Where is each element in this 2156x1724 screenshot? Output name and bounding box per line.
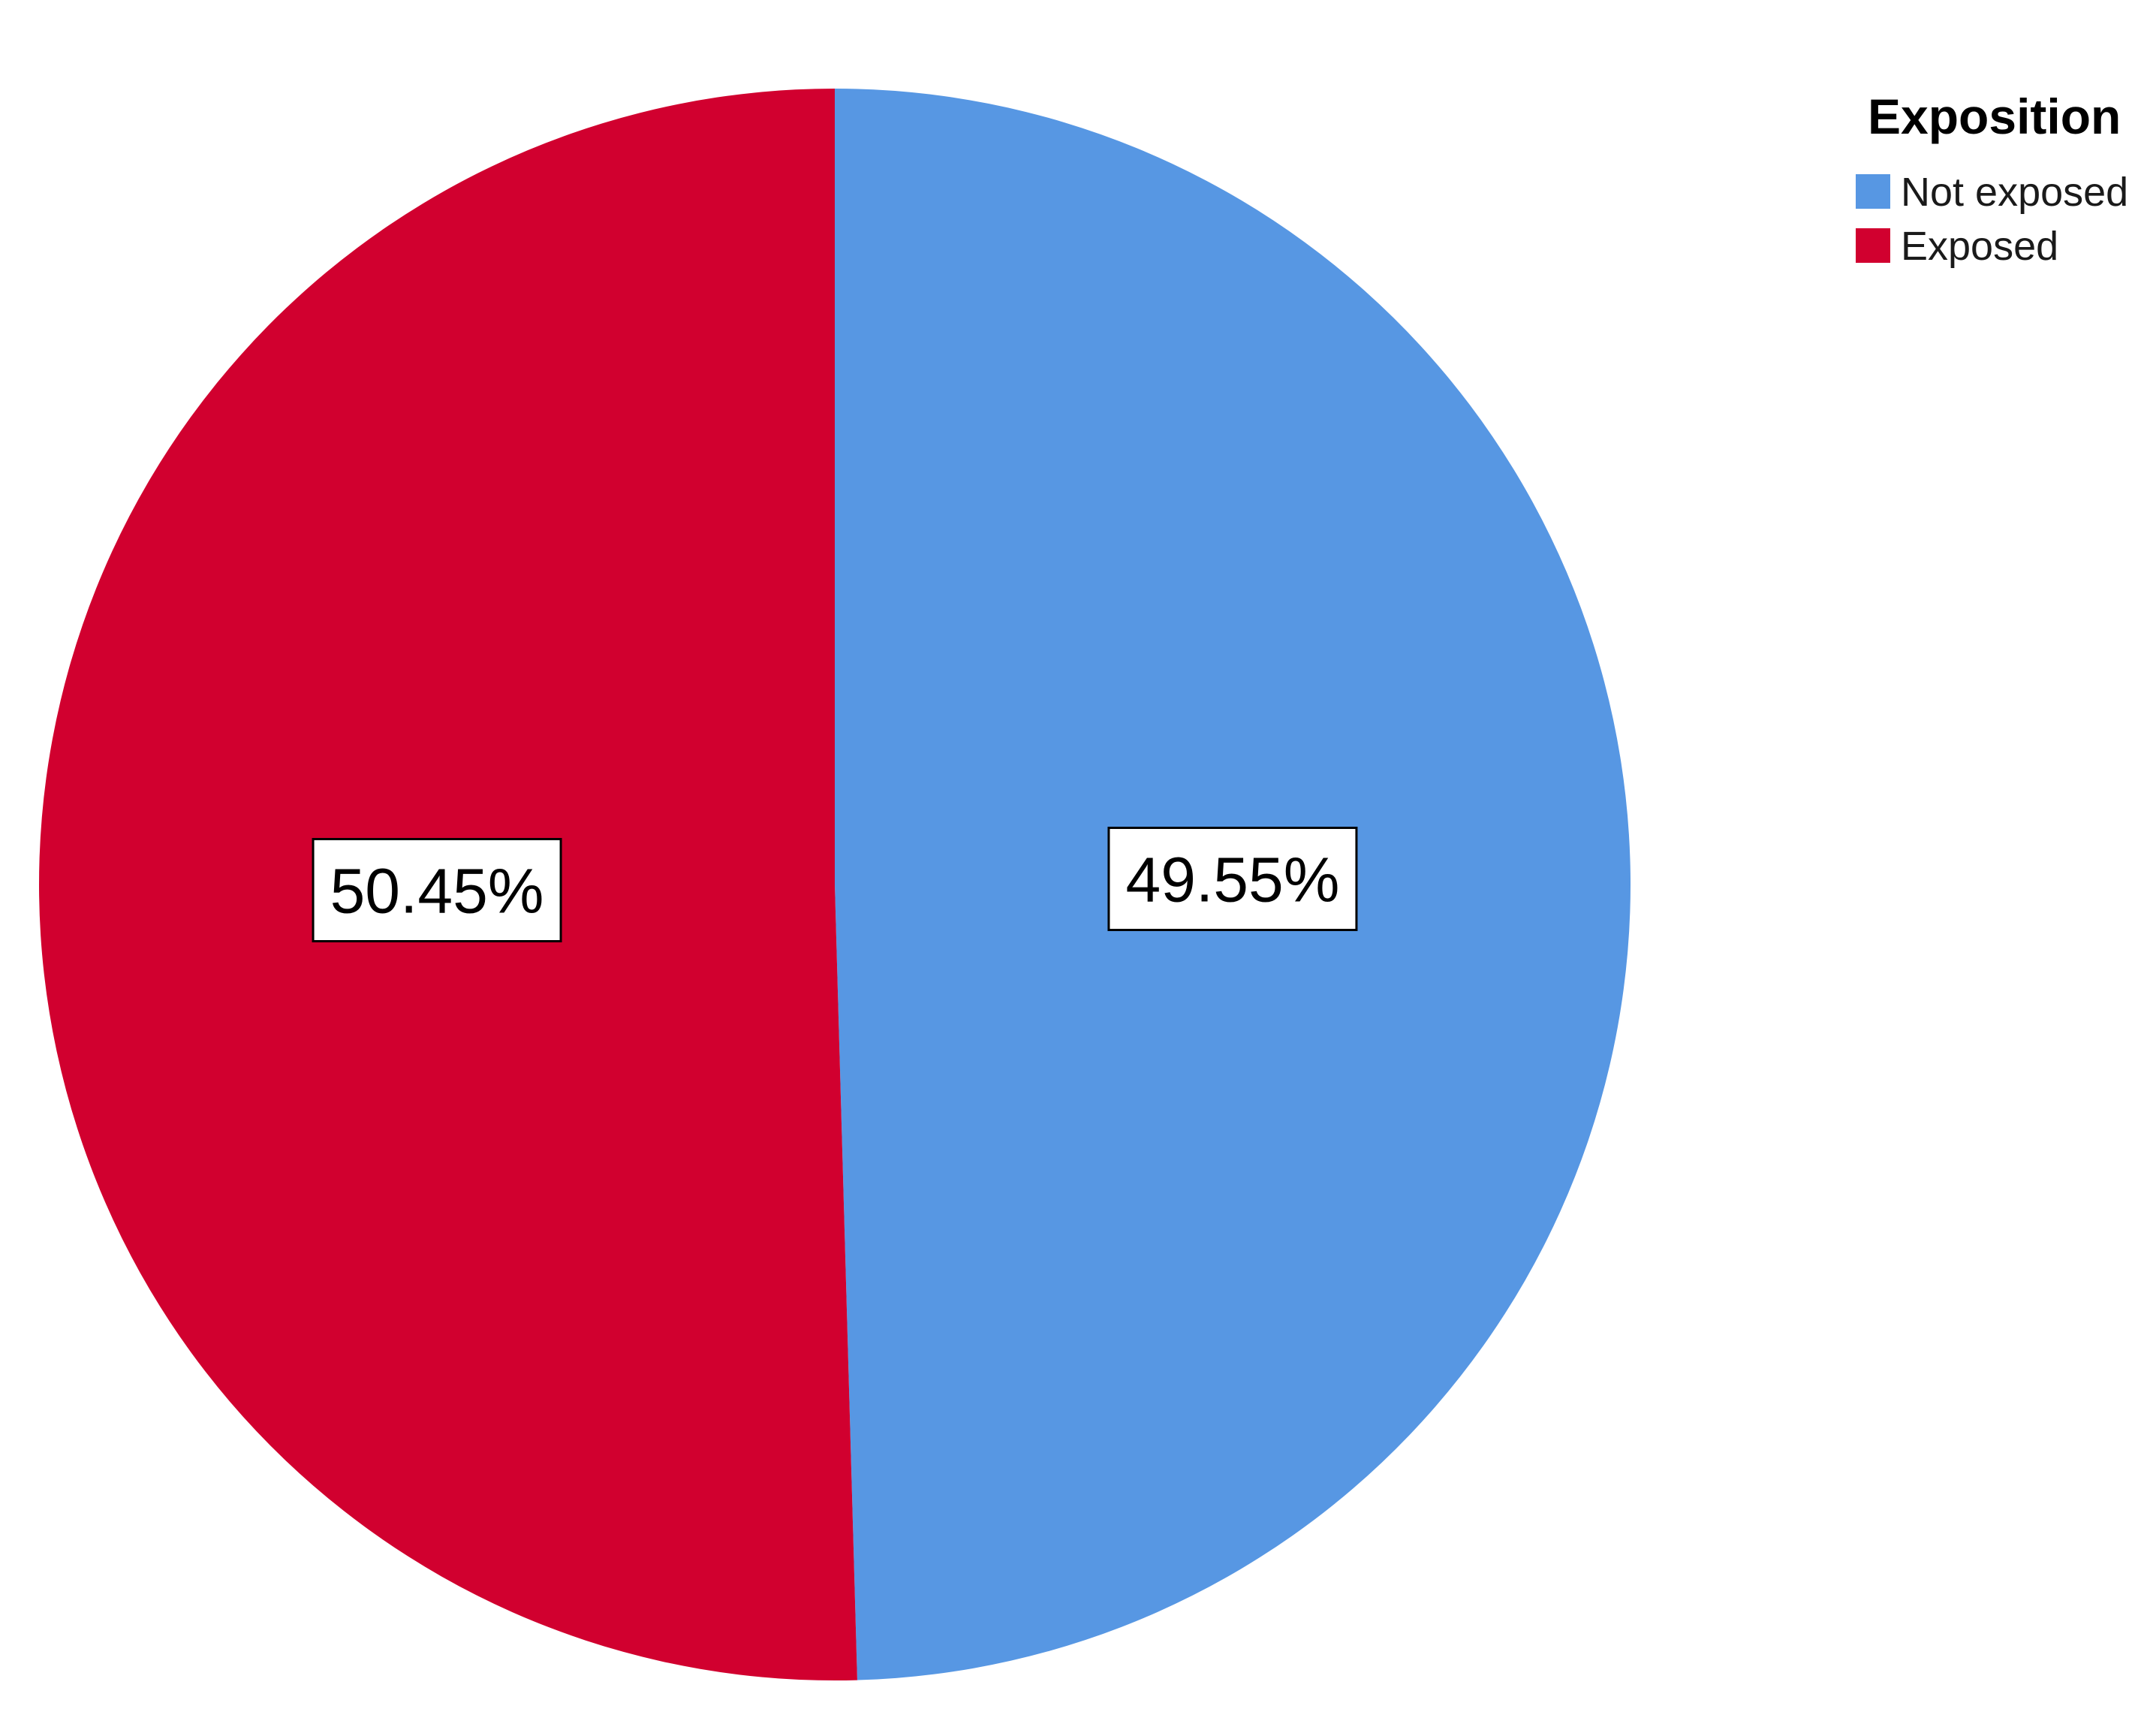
legend-item-exposed: Exposed <box>1856 224 2058 269</box>
data-label-text: 50.45% <box>330 855 544 926</box>
legend-label: Not exposed <box>1901 170 2128 215</box>
legend-label: Exposed <box>1901 224 2058 269</box>
data-label-box <box>312 837 562 942</box>
legend: Exposition Not exposed Exposed <box>1856 89 2128 269</box>
pie-data-label-not-exposed: 49.55% <box>1107 827 1358 932</box>
legend-swatch <box>1856 174 1890 209</box>
pie-data-labels: 49.55% 50.45% <box>312 827 1358 942</box>
pie-data-label-exposed: 50.45% <box>312 837 562 942</box>
legend-title: Exposition <box>1868 89 2121 144</box>
data-label-text: 49.55% <box>1125 845 1339 915</box>
pie-slices <box>39 89 1631 1680</box>
data-label-box <box>1107 827 1358 932</box>
legend-items: Not exposed Exposed <box>1856 170 2128 269</box>
legend-swatch <box>1856 228 1890 263</box>
legend-item-not-exposed: Not exposed <box>1856 170 2128 215</box>
